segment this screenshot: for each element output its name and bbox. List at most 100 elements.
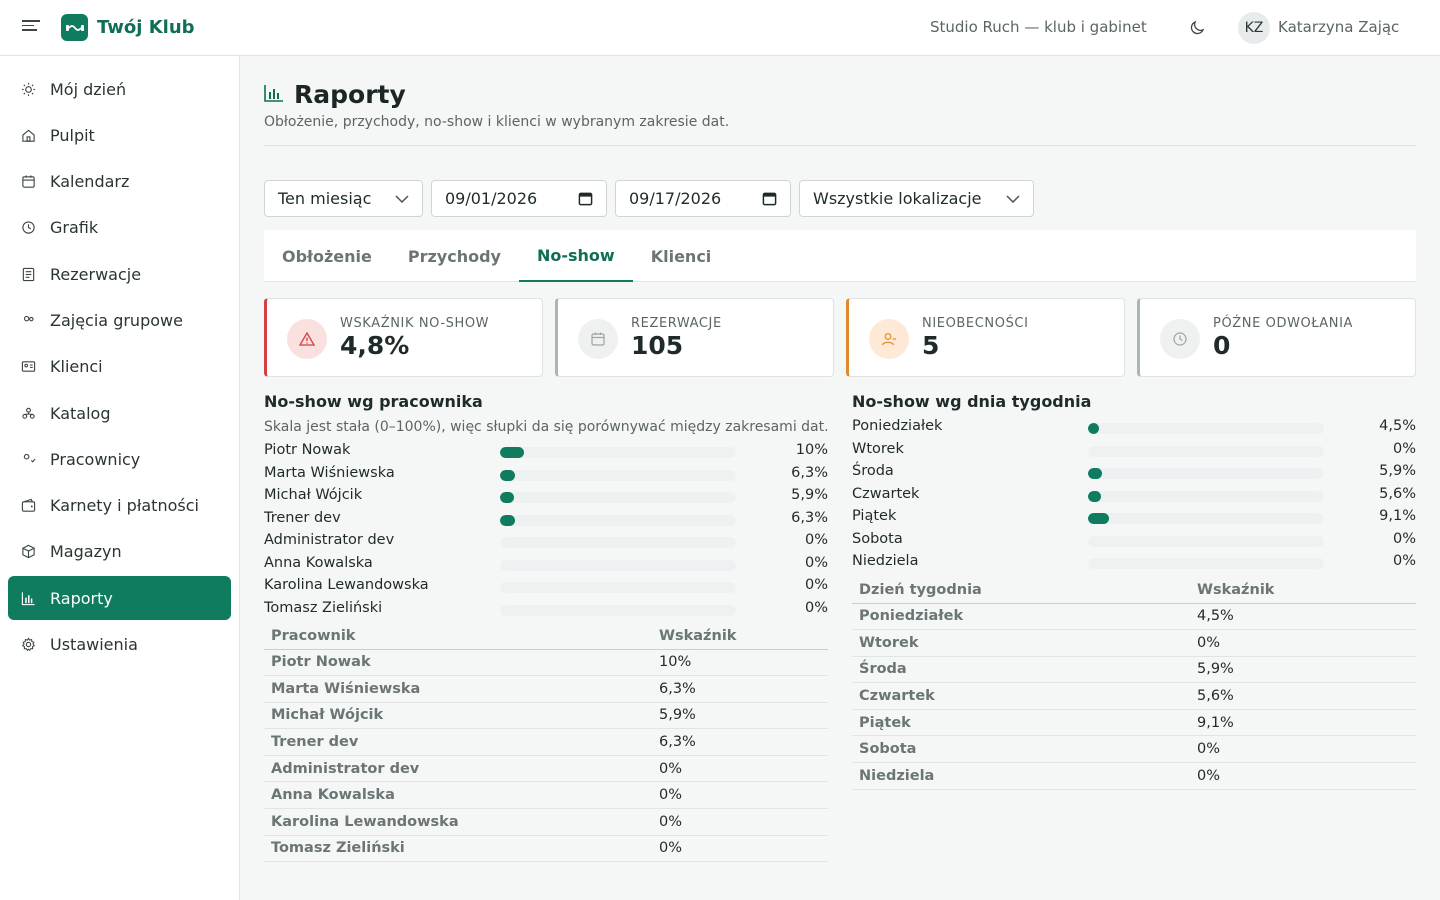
table-cell-rate: 0% <box>1190 762 1416 790</box>
table-cell-rate: 5,6% <box>1190 682 1416 710</box>
column-header-employee[interactable]: Pracownik <box>264 623 652 650</box>
column-header-rate[interactable]: Wskaźnik <box>1190 577 1416 604</box>
calendar-icon[interactable] <box>762 191 777 206</box>
tab-przychody[interactable]: Przychody <box>407 246 501 266</box>
calendar-icon <box>578 319 618 359</box>
bar-label: Anna Kowalska <box>264 554 373 571</box>
sidebar-item-label: Pracownicy <box>50 449 141 469</box>
table-cell-name: Wtorek <box>852 629 1190 657</box>
bar-label: Piotr Nowak <box>264 442 351 458</box>
organization-name[interactable]: Studio Ruch — klub i gabinet <box>930 18 1147 36</box>
kpi-value: 0 <box>1213 331 1231 360</box>
bar-value: 0% <box>804 532 828 548</box>
clock-icon <box>1160 319 1200 359</box>
table-cell-rate: 5,9% <box>1190 656 1416 684</box>
date-to-input[interactable]: 09/17/2026 <box>615 180 791 217</box>
table-cell-name: Michał Wójcik <box>264 702 652 730</box>
sidebar-item-grafik[interactable]: Grafik <box>8 206 231 250</box>
sidebar-item-zajecia-grupowe[interactable]: Zajęcia grupowe <box>8 298 231 342</box>
bar-fill <box>500 514 515 526</box>
bar-row: Marta Wiśniewska 6,3% <box>264 463 828 486</box>
sidebar-item-pulpit[interactable]: Pulpit <box>8 113 231 157</box>
table-cell-name: Tomasz Zieliński <box>264 835 652 863</box>
bar-label: Sobota <box>852 530 903 547</box>
range-select[interactable]: Ten miesiąc <box>264 180 423 217</box>
user-name[interactable]: Katarzyna Zając <box>1278 18 1400 36</box>
table-cell-rate: 10% <box>652 649 828 677</box>
list-icon <box>20 266 36 282</box>
table-cell-rate: 4,5% <box>1190 603 1416 631</box>
sidebar-item-label: Magazyn <box>50 542 122 562</box>
bar-track <box>1088 558 1324 569</box>
date-from-input[interactable]: 09/01/2026 <box>431 180 607 217</box>
sun-icon <box>20 81 36 97</box>
sidebar-item-katalog[interactable]: Katalog <box>8 391 231 435</box>
table-cell-rate: 0% <box>1190 629 1416 657</box>
box-icon <box>20 544 36 560</box>
bar-track <box>1088 513 1324 524</box>
bar-label: Czwartek <box>852 485 920 502</box>
sidebar: Mój dzień Pulpit Kalendarz Grafik Rezerwacje… <box>0 56 240 900</box>
bar-label: Administrator dev <box>264 532 395 548</box>
table-row: Sobota 0% <box>852 735 1416 764</box>
table-row: Michał Wójcik 5,9% <box>264 702 828 730</box>
column-header-weekday[interactable]: Dzień tygodnia <box>852 577 1190 604</box>
table-cell-rate: 6,3% <box>652 728 828 756</box>
scale-note: Skala jest stała (0–100%), więc słupki d… <box>264 419 829 435</box>
bar-label: Niedziela <box>852 553 919 569</box>
location-select[interactable]: Wszystkie lokalizacje <box>799 180 1034 217</box>
tab-no-show[interactable]: No-show <box>518 230 633 282</box>
section-title-by-employee: No-show wg pracownika <box>264 392 483 411</box>
sidebar-item-rezerwacje[interactable]: Rezerwacje <box>8 252 231 296</box>
table-cell-rate: 0% <box>652 755 828 783</box>
staff-icon <box>20 451 36 467</box>
sidebar-item-pracownicy[interactable]: Pracownicy <box>8 437 231 481</box>
bar-row: Tomasz Zieliński 0% <box>264 598 828 621</box>
table-cell-name: Anna Kowalska <box>264 781 652 810</box>
bar-value: 5,9% <box>791 487 828 503</box>
bar-row: Poniedziałek 4,5% <box>852 416 1416 439</box>
chevron-down-icon <box>395 194 409 203</box>
sidebar-item-label: Mój dzień <box>50 79 127 99</box>
sidebar-item-magazyn[interactable]: Magazyn <box>8 530 231 574</box>
tab-klienci[interactable]: Klienci <box>650 246 712 266</box>
brand[interactable]: Twój Klub <box>61 14 195 41</box>
sidebar-item-label: Rezerwacje <box>50 264 142 284</box>
bar-track <box>1088 423 1324 434</box>
column-header-rate[interactable]: Wskaźnik <box>652 623 828 650</box>
sidebar-item-klienci[interactable]: Klienci <box>8 345 231 389</box>
menu-icon[interactable] <box>22 20 40 36</box>
table-cell-name: Administrator dev <box>264 755 652 783</box>
range-select-value: Ten miesiąc <box>278 189 372 208</box>
avatar[interactable]: KZ <box>1238 12 1270 44</box>
sidebar-item-label: Karnety i płatności <box>50 496 199 516</box>
table-cell-name: Sobota <box>852 735 1190 764</box>
sidebar-item-raporty[interactable]: Raporty <box>8 576 231 621</box>
kpi-value: 5 <box>922 331 940 360</box>
sidebar-item-label: Raporty <box>50 588 113 608</box>
sidebar-item-ustawienia[interactable]: Ustawienia <box>8 623 231 667</box>
bar-label: Piątek <box>852 508 897 524</box>
warning-icon <box>287 319 327 359</box>
sidebar-item-moj-dzien[interactable]: Mój dzień <box>8 67 231 111</box>
table-row: Poniedziałek 4,5% <box>852 603 1416 631</box>
sidebar-item-kalendarz[interactable]: Kalendarz <box>8 160 231 204</box>
bar-label: Marta Wiśniewska <box>264 464 395 481</box>
sidebar-item-karnety-i-platnosci[interactable]: Karnety i płatności <box>8 484 231 528</box>
tab-oblozenie[interactable]: Obłożenie <box>282 246 372 266</box>
calendar-icon[interactable] <box>578 191 593 206</box>
table-cell-name: Niedziela <box>852 762 1190 790</box>
bar-label: Środa <box>852 463 894 479</box>
bar-value: 0% <box>1392 440 1416 457</box>
dark-mode-moon-icon[interactable] <box>1188 19 1206 37</box>
bar-value: 10% <box>795 442 828 458</box>
bar-value: 0% <box>804 554 828 571</box>
bar-track <box>1088 468 1324 479</box>
chart-icon <box>264 84 284 106</box>
table-row: Administrator dev 0% <box>264 755 828 783</box>
chevron-down-icon <box>1006 194 1020 203</box>
page-header: Raporty <box>264 80 406 109</box>
kpi-card-no-show-rate: WSKAŹNIK NO-SHOW 4,8% <box>264 298 543 377</box>
section-title-by-weekday: No-show wg dnia tygodnia <box>852 392 1092 411</box>
top-header: Twój Klub Studio Ruch — klub i gabinet K… <box>0 0 1440 56</box>
